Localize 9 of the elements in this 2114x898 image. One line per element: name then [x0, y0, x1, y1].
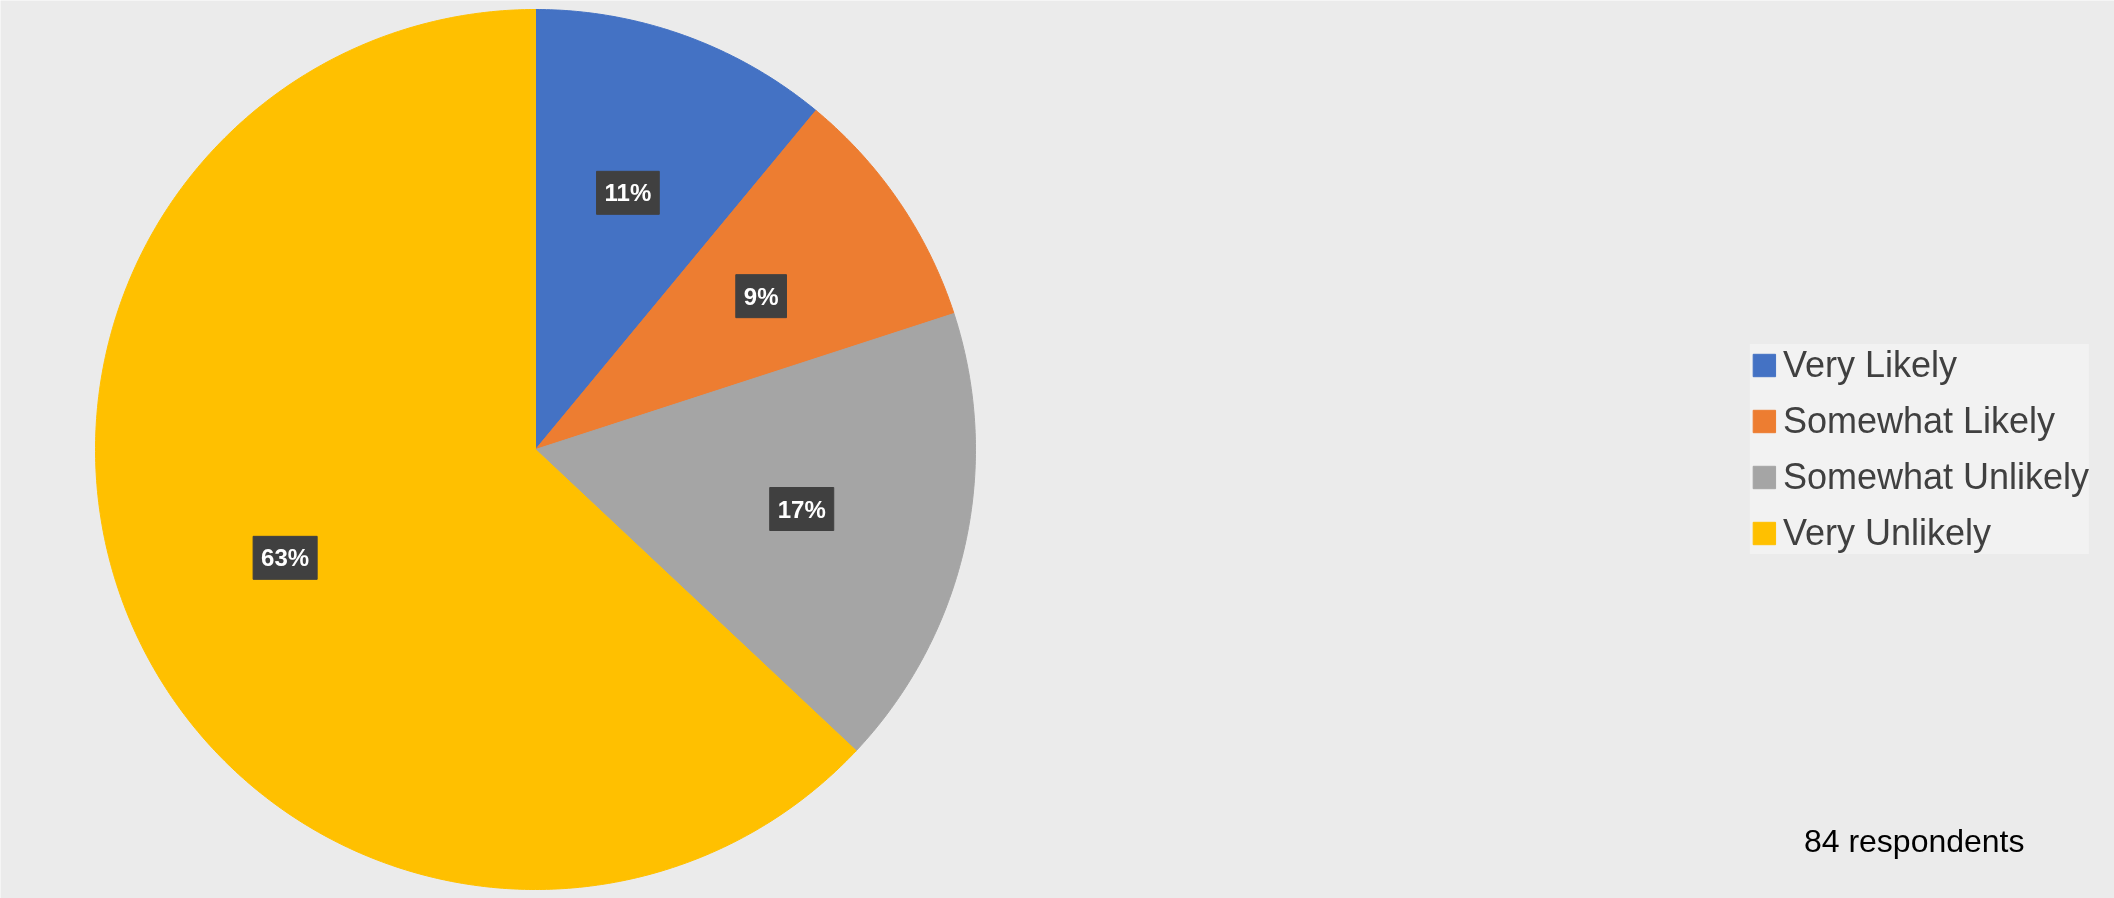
data-label: 17%	[777, 495, 826, 523]
legend-label: Somewhat Unlikely	[1782, 456, 2089, 498]
legend-label: Very Likely	[1782, 344, 1957, 386]
legend-label: Very Unlikely	[1782, 512, 1991, 554]
data-label: 9%	[743, 282, 779, 310]
data-label: 11%	[604, 179, 652, 207]
text: 84 respondents	[1803, 822, 2025, 859]
legend-label: Somewhat Likely	[1782, 400, 2056, 442]
data-label: 63%	[261, 544, 310, 572]
